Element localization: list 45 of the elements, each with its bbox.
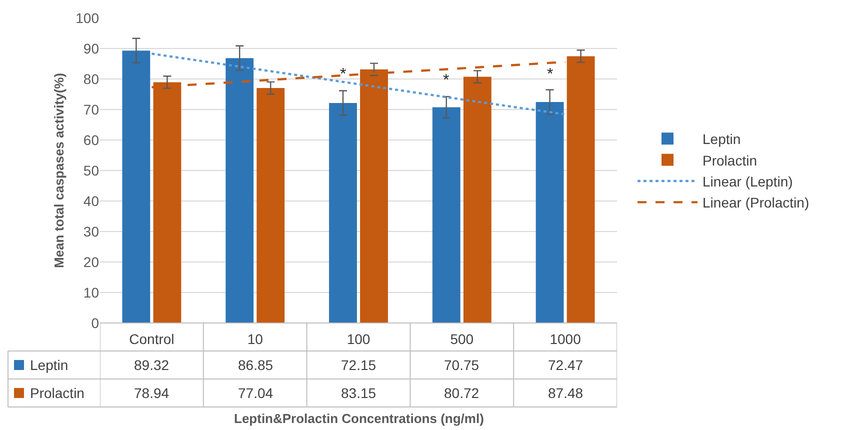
x-tick-label: 1000 <box>550 331 582 347</box>
legend-label: Linear (Leptin) <box>702 173 793 190</box>
bar <box>432 107 460 323</box>
bar <box>536 102 564 323</box>
legend-label: Prolactin <box>30 385 84 401</box>
x-tick-label: 10 <box>247 331 264 347</box>
data-label: 83.15 <box>341 385 376 401</box>
data-label: 77.04 <box>238 385 274 401</box>
y-tick-label: 40 <box>83 192 100 209</box>
x-tick-label: Control <box>129 331 174 347</box>
bar <box>329 102 357 323</box>
text: Leptin&Prolactin Concentrations (ng/ml) <box>234 411 484 426</box>
y-tick-label: 90 <box>83 40 100 56</box>
data-label: 72.47 <box>548 357 584 373</box>
bar <box>463 76 492 323</box>
x-tick-label: 500 <box>450 331 474 347</box>
data-label: 80.72 <box>444 385 480 401</box>
data-label: 87.48 <box>548 385 584 401</box>
y-axis-title: Mean total caspases activity(%) <box>52 72 67 268</box>
data-label: 72.15 <box>341 357 376 373</box>
legend-label: Linear (Prolactin) <box>702 194 810 211</box>
annotation: * <box>340 66 346 83</box>
y-tick-label: 50 <box>83 162 100 178</box>
y-tick-label: 70 <box>83 101 100 118</box>
y-tick-label: 80 <box>83 70 100 87</box>
annotation: * <box>547 66 554 83</box>
annotation: * <box>443 72 450 89</box>
y-tick-label: 0 <box>91 314 100 331</box>
text: Leptin <box>702 131 741 148</box>
bar <box>226 58 254 323</box>
bar <box>256 88 285 323</box>
y-tick-label: 60 <box>83 132 100 148</box>
data-label: 89.32 <box>134 357 170 373</box>
y-tick-label: 30 <box>83 223 100 240</box>
bar <box>122 50 150 323</box>
text: Prolactin <box>702 152 757 168</box>
line-series <box>150 52 566 116</box>
legend-label: Leptin <box>30 357 68 373</box>
data-label: 78.94 <box>134 385 170 401</box>
data-label: 70.75 <box>444 357 480 373</box>
y-tick-label: 20 <box>83 254 100 270</box>
y-tick-label: 10 <box>83 284 100 300</box>
x-tick-label: 100 <box>346 331 370 347</box>
y-tick-label: 100 <box>76 10 100 26</box>
data-label: 86.85 <box>238 357 274 373</box>
